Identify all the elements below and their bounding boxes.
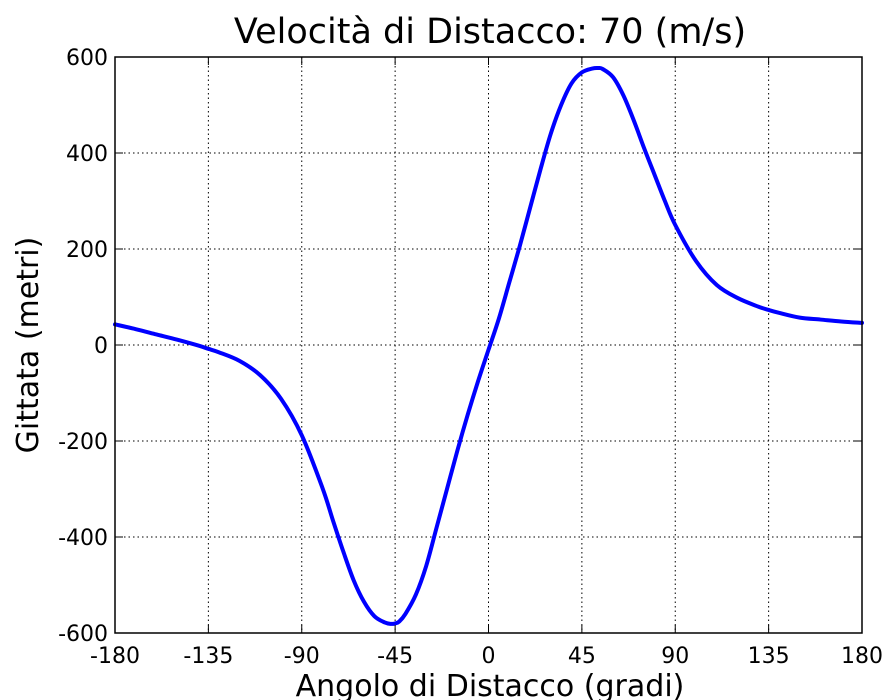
x-tick-label: 135 <box>748 644 790 669</box>
tick-layer: -180 -135 -90 -45 0 45 90 135 180 -600 -400 -200 0 20… <box>58 46 883 669</box>
y-tick-label: -600 <box>58 622 108 647</box>
y-tick-label: -400 <box>58 526 108 551</box>
x-tick-label: 180 <box>841 644 883 669</box>
y-tick-label: 0 <box>94 334 108 359</box>
y-tick-label: 200 <box>66 238 108 263</box>
x-tick-label: -135 <box>183 644 233 669</box>
x-tick-label: 0 <box>482 644 496 669</box>
x-tick-label: 45 <box>568 644 596 669</box>
series-layer <box>113 65 864 626</box>
x-tick-label: 90 <box>661 644 689 669</box>
x-tick-label: -90 <box>284 644 320 669</box>
x-tick-label: -45 <box>377 644 413 669</box>
y-tick-label: 400 <box>66 142 108 167</box>
chart-title: Velocità di Distacco: 70 (m/s) <box>234 12 746 52</box>
series-line-0 <box>113 65 864 626</box>
x-tick-label: -180 <box>90 644 140 669</box>
y-axis-label: Gittata (metri) <box>11 237 46 454</box>
y-tick-label: 600 <box>66 46 108 71</box>
y-tick-label: -200 <box>58 430 108 455</box>
x-axis-label: Angolo di Distacco (gradi) <box>296 669 685 700</box>
